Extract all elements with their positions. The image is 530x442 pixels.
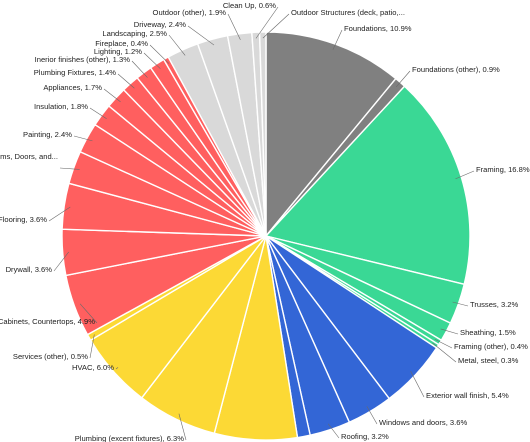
slice-label: HVAC, 6.0% [72, 363, 114, 372]
label-leader-line [327, 423, 340, 439]
slice-label: Clean Up, 0.6% [223, 1, 276, 10]
label-leader-line [455, 170, 475, 180]
label-leader-line [89, 334, 95, 359]
label-leader-line [48, 206, 71, 222]
label-leader-line [395, 70, 411, 88]
slice-label: Interior Trims, Doors, and... [0, 152, 58, 161]
label-leader-line [227, 13, 241, 40]
slice-label: Drywall, 3.6% [6, 265, 53, 274]
label-leader-line [149, 44, 170, 64]
label-leader-line [452, 301, 469, 307]
slice-label: Framing, 16.8% [476, 165, 530, 174]
label-leader-line [103, 88, 121, 103]
slice-label: Roofing, 3.2% [341, 432, 389, 441]
label-leader-line [59, 167, 80, 170]
label-leader-line [115, 367, 119, 370]
label-leader-line [117, 73, 135, 89]
label-leader-line [131, 60, 148, 78]
slice-label: Insulation, 1.8% [34, 102, 88, 111]
slice-label: Plumbing (excent fixtures), 6.3% [75, 434, 185, 442]
label-leader-line [73, 135, 93, 142]
slice-label: Trusses, 3.2% [470, 300, 518, 309]
slice-label: Lighting, 1.2% [94, 47, 142, 56]
label-leader-line [187, 25, 215, 46]
pie-slices [61, 31, 471, 441]
slice-label: Windows and doors, 3.6% [379, 418, 467, 427]
slice-label: Painting, 2.4% [23, 130, 72, 139]
slice-label: Fireplace, 0.4% [95, 39, 148, 48]
slice-label: Outdoor (other), 1.9% [153, 8, 227, 17]
label-leader-line [262, 13, 290, 39]
slice-label: Services (other), 0.5% [13, 352, 88, 361]
label-leader-line [410, 370, 425, 398]
label-leader-line [434, 338, 453, 349]
slice-label: Flooring, 3.6% [0, 215, 47, 224]
slice-label: Driveway, 2.4% [134, 20, 186, 29]
label-leader-line [79, 303, 98, 324]
label-leader-line [143, 52, 161, 69]
slice-label: Plumbing Fixtures, 1.4% [34, 68, 117, 77]
slice-label: Sheathing, 1.5% [460, 328, 516, 337]
pie-slice [265, 31, 397, 238]
pie-slice [264, 85, 471, 286]
label-leader-line [366, 406, 378, 425]
label-leader-line [255, 6, 279, 39]
pie-slice [258, 31, 267, 237]
label-leader-line [178, 413, 187, 441]
slice-label: Appliances, 1.7% [43, 83, 102, 92]
slice-label: Inerior finishes (other), 1.3% [35, 55, 131, 64]
label-leader-line [332, 29, 343, 50]
label-leader-line [432, 342, 457, 363]
slice-label: Metal, steel, 0.3% [458, 356, 519, 365]
slice-label: Cabinets, Countertops, 4.9% [0, 317, 95, 326]
slice-label: Exterior wall finish, 5.4% [426, 391, 509, 400]
label-leader-line [440, 328, 459, 335]
slice-label: Foundations, 10.9% [344, 24, 412, 33]
label-leader-line [53, 251, 69, 272]
label-leader-lines [48, 6, 475, 441]
label-leader-line [168, 34, 186, 56]
slice-label: Framing (other), 0.4% [454, 342, 528, 351]
slice-label: Outdoor Structures (deck, patio,... [291, 8, 405, 17]
slice-label: Landscaping, 2.5% [102, 29, 167, 38]
label-leader-line [89, 107, 107, 119]
slice-label: Foundations (other), 0.9% [412, 65, 500, 74]
